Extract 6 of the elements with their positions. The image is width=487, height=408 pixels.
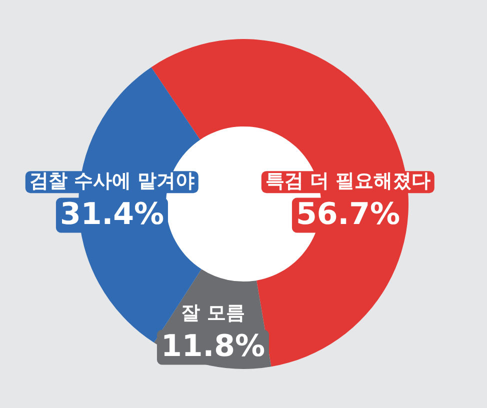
data-label: 11.8% [156,328,270,364]
data-label: 31.4% [56,196,168,232]
slice-label: 잘 모름 [177,302,249,325]
slice-label: 특검 더 필요해졌다 [261,170,435,193]
data-label: 56.7% [292,196,404,232]
slice-label: 검찰 수사에 맡겨야 [25,170,199,193]
